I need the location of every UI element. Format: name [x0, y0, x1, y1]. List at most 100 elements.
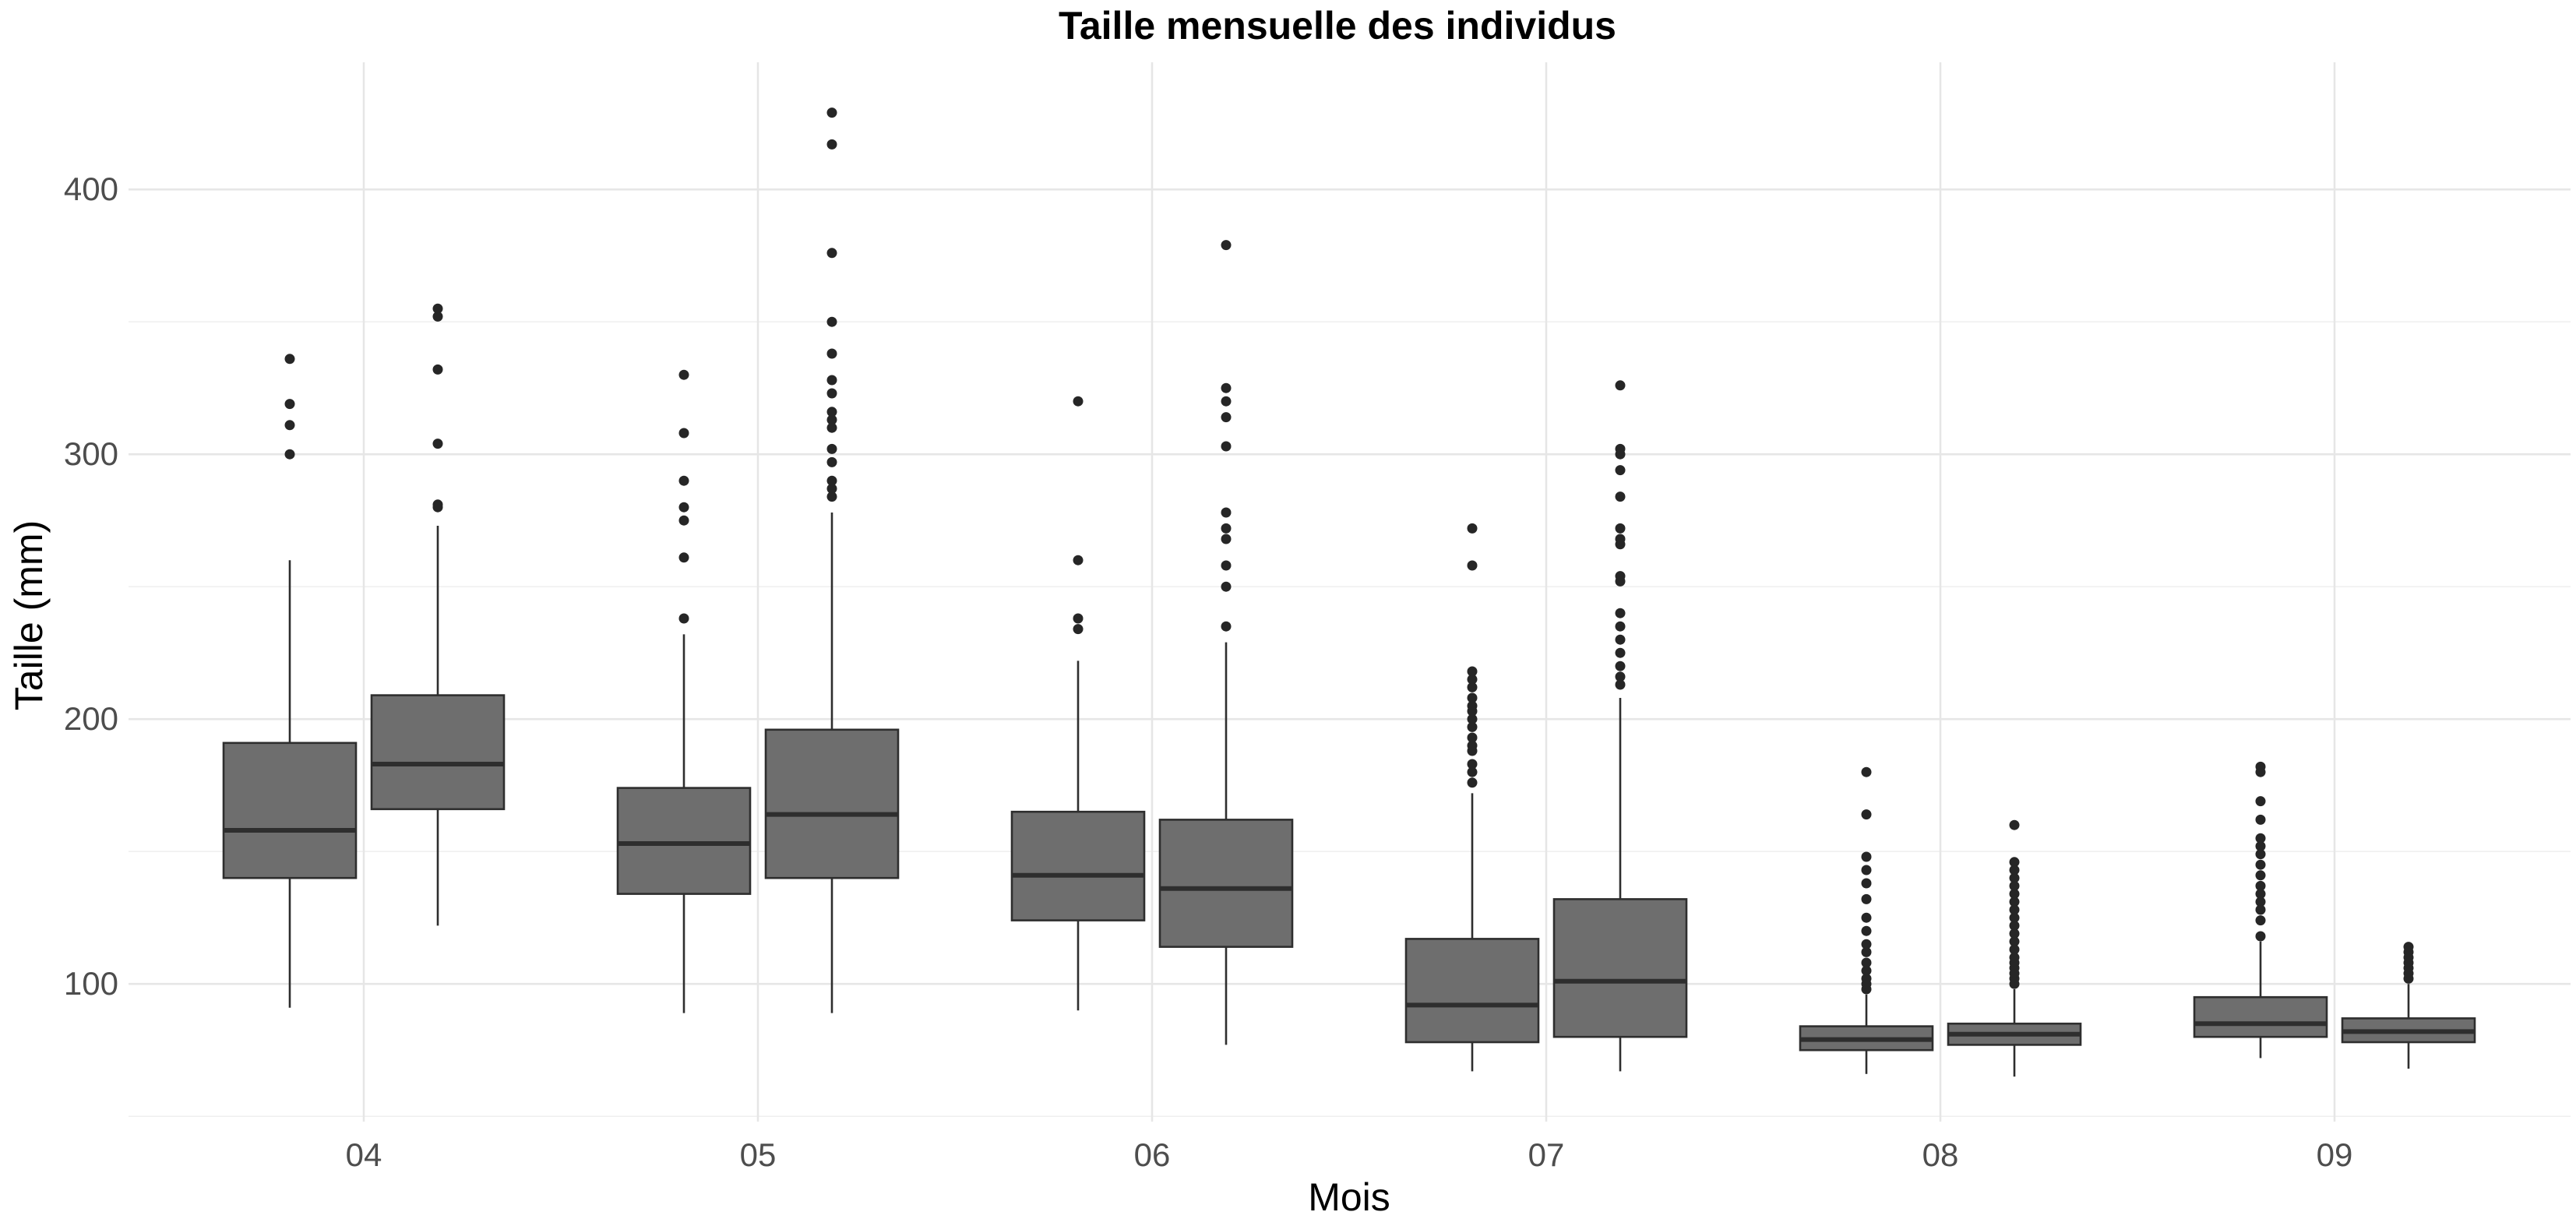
outlier-point: [1221, 523, 1232, 534]
box-iqr: [2193, 995, 2328, 1038]
outlier-point: [826, 388, 837, 399]
outlier-point: [826, 456, 837, 467]
outlier-point: [1615, 571, 1626, 582]
outlier-point: [826, 422, 837, 433]
outlier-point: [2255, 833, 2266, 844]
outlier-point: [1467, 700, 1478, 711]
box-group: [1158, 240, 1294, 1045]
outlier-point: [1467, 666, 1478, 677]
outlier-point: [1467, 721, 1478, 732]
outlier-point: [2255, 931, 2266, 942]
outlier-point: [1073, 624, 1084, 635]
outlier-point: [284, 449, 295, 460]
outlier-point: [2009, 880, 2020, 891]
y-axis-ticks: 100 200 300 400: [64, 171, 118, 1002]
outlier-point: [1861, 925, 1872, 936]
outlier-point: [1615, 647, 1626, 658]
outlier-point: [826, 107, 837, 118]
outlier-point: [1221, 412, 1232, 423]
box-iqr: [764, 728, 900, 879]
outlier-point: [1861, 766, 1872, 777]
outlier-point: [678, 515, 689, 526]
outlier-point: [1221, 382, 1232, 393]
outlier-point: [2009, 904, 2020, 915]
outlier-point: [1073, 396, 1084, 407]
outlier-point: [826, 414, 837, 425]
outlier-point: [1221, 507, 1232, 518]
outlier-point: [1467, 692, 1478, 703]
outlier-point: [1861, 939, 1872, 949]
outlier-point: [2255, 880, 2266, 891]
box-iqr: [1404, 938, 1540, 1044]
y-tick-label: 200: [64, 700, 118, 737]
outlier-point: [1861, 946, 1872, 957]
outlier-point: [1861, 957, 1872, 968]
outlier-point: [2009, 952, 2020, 963]
box-group: [1799, 766, 1934, 1074]
outlier-point: [826, 491, 837, 502]
outlier-point: [1615, 465, 1626, 476]
outlier-point: [1861, 912, 1872, 923]
outlier-point: [826, 443, 837, 454]
box-group: [764, 107, 900, 1013]
box-group: [370, 303, 506, 926]
outlier-point: [284, 420, 295, 431]
outlier-point: [826, 375, 837, 386]
box-iqr: [222, 742, 358, 879]
outlier-point: [2009, 928, 2020, 939]
outlier-point: [1615, 443, 1626, 454]
x-tick-label: 07: [1528, 1136, 1565, 1173]
outlier-point: [826, 483, 837, 494]
outlier-point: [1073, 555, 1084, 565]
outlier-point: [1615, 679, 1626, 690]
outlier-point: [2255, 796, 2266, 807]
chart-title: Taille mensuelle des individus: [1059, 4, 1616, 48]
outlier-point: [284, 354, 295, 365]
outlier-point: [1467, 740, 1478, 751]
y-axis-title: Taille (mm): [7, 520, 51, 710]
x-tick-label: 05: [740, 1136, 777, 1173]
outlier-point: [1861, 865, 1872, 875]
outlier-point: [678, 428, 689, 439]
box-group: [1552, 380, 1688, 1072]
outlier-point: [1861, 809, 1872, 820]
outlier-point: [1221, 621, 1232, 632]
outlier-point: [1467, 777, 1478, 788]
x-tick-label: 08: [1922, 1136, 1959, 1173]
outlier-point: [1615, 491, 1626, 502]
grid-lines: [129, 62, 2571, 1122]
outlier-point: [678, 552, 689, 563]
outlier-point: [2255, 859, 2266, 870]
outlier-point: [678, 369, 689, 380]
outlier-point: [678, 475, 689, 486]
box-iqr: [1010, 810, 1146, 921]
outlier-point: [1467, 560, 1478, 571]
box-group: [616, 369, 752, 1013]
outlier-point: [2009, 865, 2020, 875]
outlier-point: [1861, 973, 1872, 984]
box-iqr: [616, 787, 752, 895]
outlier-point: [2403, 942, 2414, 953]
outlier-point: [678, 502, 689, 513]
outlier-point: [1221, 560, 1232, 571]
outlier-point: [1221, 441, 1232, 452]
outlier-point: [1861, 965, 1872, 976]
outlier-point: [1615, 608, 1626, 618]
outlier-point: [1073, 613, 1084, 624]
outlier-point: [1221, 534, 1232, 544]
outlier-point: [1615, 671, 1626, 682]
outlier-point: [826, 139, 837, 150]
box-group: [222, 354, 358, 1008]
outlier-point: [284, 399, 295, 410]
x-tick-label: 04: [346, 1136, 382, 1173]
outlier-point: [2255, 889, 2266, 900]
outlier-point: [432, 499, 443, 510]
box-iqr: [370, 694, 506, 811]
outlier-point: [2255, 870, 2266, 881]
outlier-point: [1467, 713, 1478, 724]
outlier-point: [2009, 819, 2020, 830]
y-tick-label: 100: [64, 965, 118, 1002]
outlier-point: [1861, 893, 1872, 904]
outlier-point: [2255, 915, 2266, 926]
